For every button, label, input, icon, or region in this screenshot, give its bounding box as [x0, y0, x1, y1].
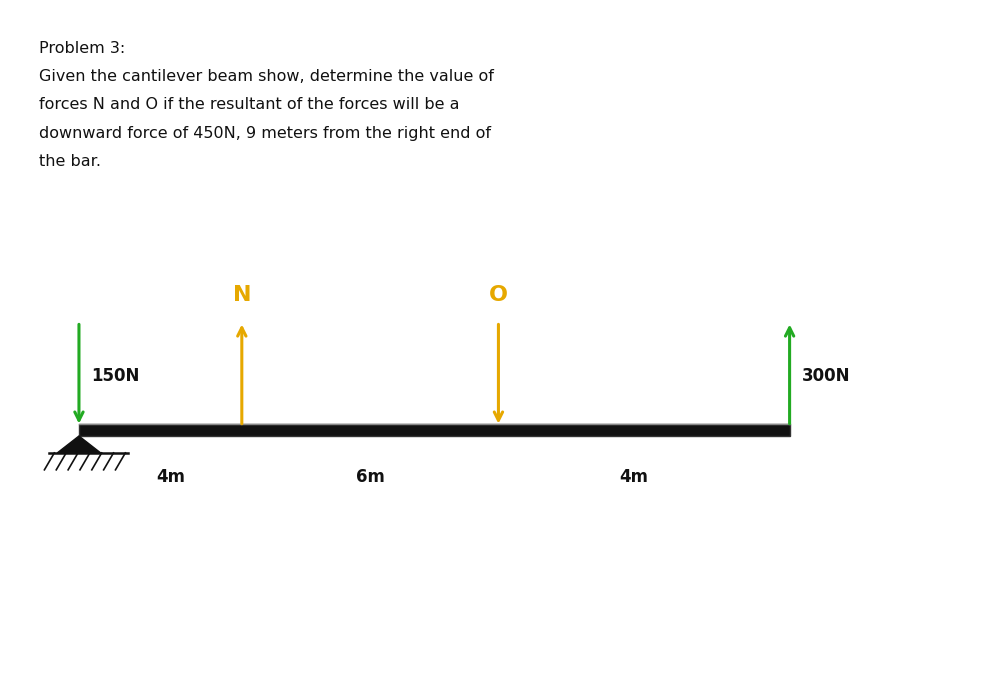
Text: N: N	[233, 284, 250, 305]
Text: 300N: 300N	[801, 367, 849, 385]
Text: forces N and O if the resultant of the forces will be a: forces N and O if the resultant of the f…	[39, 97, 459, 112]
Text: O: O	[488, 284, 508, 305]
Text: 4m: 4m	[156, 468, 184, 486]
Text: the bar.: the bar.	[39, 154, 102, 169]
Polygon shape	[57, 436, 101, 453]
Text: Given the cantilever beam show, determine the value of: Given the cantilever beam show, determin…	[39, 69, 494, 84]
Text: 4m: 4m	[619, 468, 648, 486]
Text: 150N: 150N	[91, 367, 139, 385]
Text: Problem 3:: Problem 3:	[39, 41, 125, 56]
Text: downward force of 450N, 9 meters from the right end of: downward force of 450N, 9 meters from th…	[39, 126, 491, 141]
Text: 6m: 6m	[355, 468, 385, 486]
Bar	[79, 424, 789, 436]
